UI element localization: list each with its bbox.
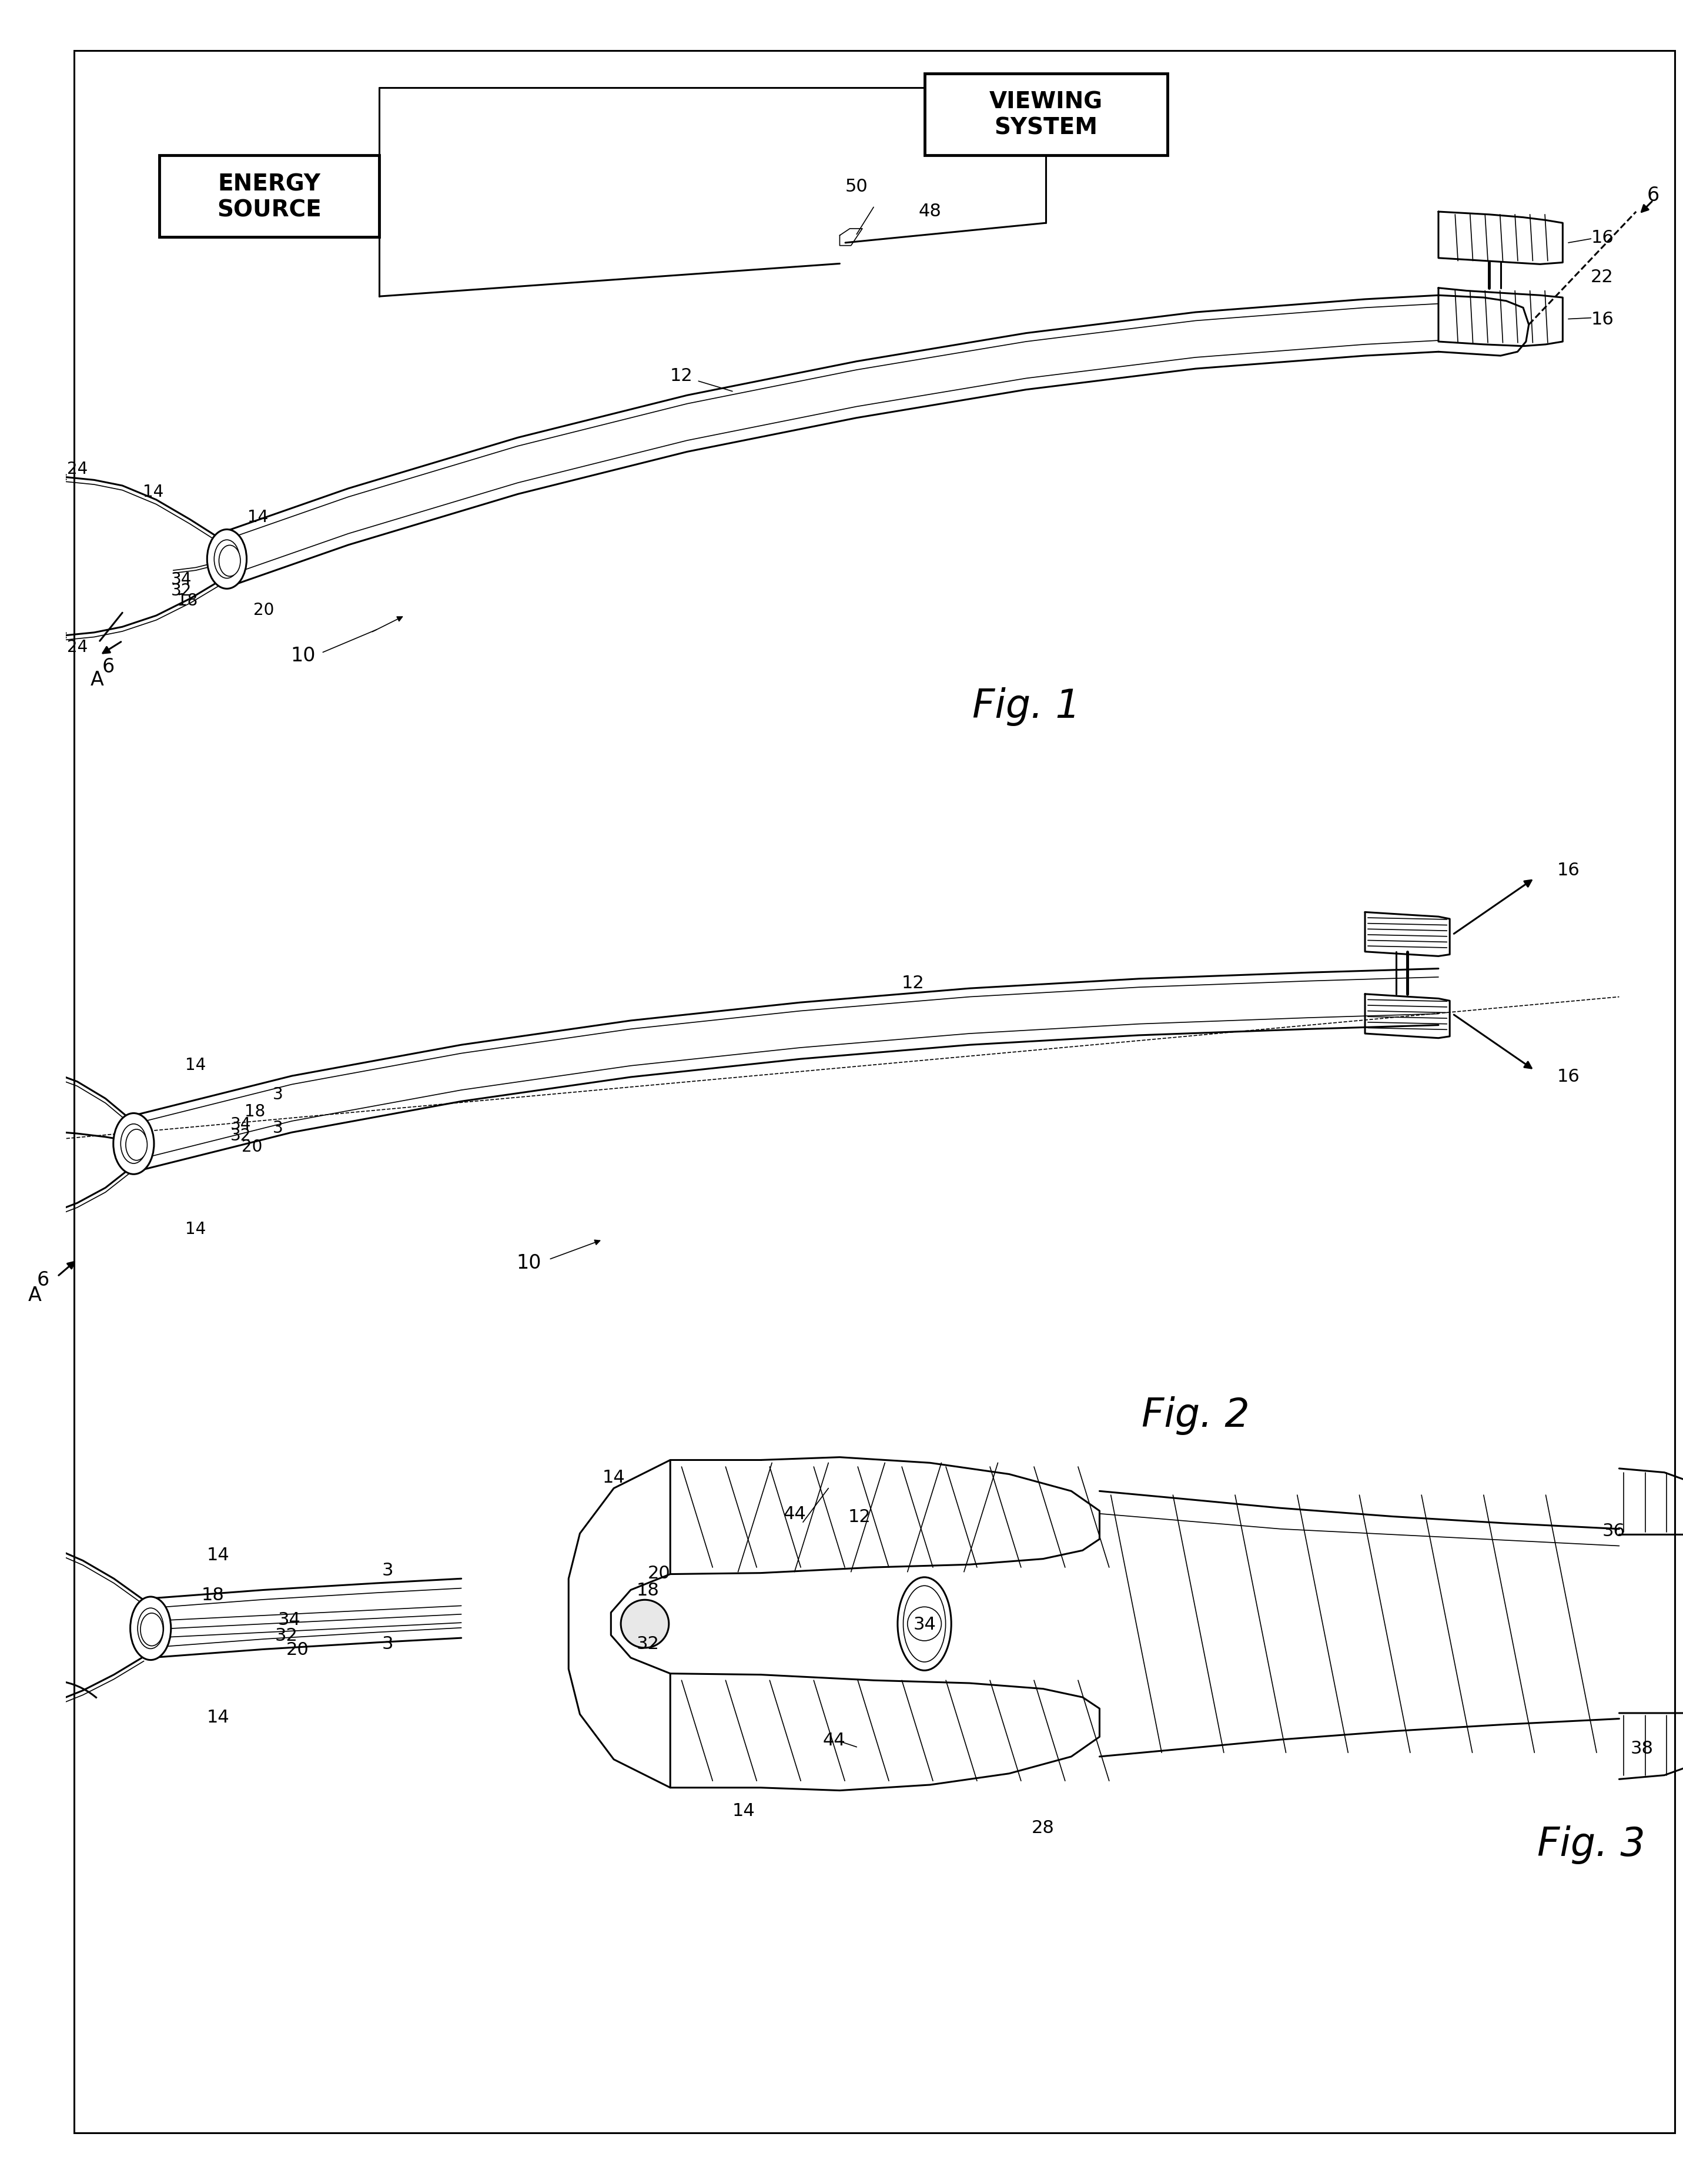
Text: 16: 16: [1557, 860, 1580, 878]
Text: 32: 32: [231, 1127, 251, 1144]
Text: 14: 14: [143, 483, 163, 500]
Text: A: A: [91, 670, 104, 690]
Text: ENERGY
SOURCE: ENERGY SOURCE: [217, 173, 321, 221]
Text: 14: 14: [207, 1546, 231, 1564]
Text: 24: 24: [67, 638, 88, 655]
Text: 20: 20: [286, 1640, 310, 1658]
Text: 12: 12: [848, 1509, 870, 1524]
Text: 3: 3: [273, 1085, 283, 1103]
Ellipse shape: [140, 1614, 163, 1647]
Text: 16: 16: [1590, 229, 1614, 247]
Text: 32: 32: [274, 1627, 298, 1645]
Text: 10: 10: [291, 646, 316, 666]
Text: A: A: [29, 1286, 42, 1306]
Text: 14: 14: [603, 1468, 624, 1485]
Text: 3: 3: [382, 1636, 394, 1653]
Text: Fig. 1: Fig. 1: [973, 688, 1080, 725]
Ellipse shape: [130, 1597, 172, 1660]
Ellipse shape: [214, 539, 239, 579]
Text: 34: 34: [912, 1616, 936, 1631]
Text: 14: 14: [185, 1221, 205, 1236]
Ellipse shape: [113, 1114, 155, 1175]
Text: VIEWING
SYSTEM: VIEWING SYSTEM: [990, 92, 1102, 140]
Ellipse shape: [904, 1586, 946, 1662]
Ellipse shape: [621, 1601, 668, 1649]
Text: 34: 34: [231, 1116, 251, 1133]
Text: 6: 6: [103, 657, 114, 677]
Text: 14: 14: [732, 1802, 756, 1819]
Text: 3: 3: [273, 1120, 283, 1136]
Text: 6: 6: [37, 1269, 49, 1289]
Bar: [160, 155, 379, 238]
Text: 14: 14: [247, 509, 268, 526]
Text: 32: 32: [636, 1636, 660, 1653]
Text: Fig. 2: Fig. 2: [1141, 1396, 1249, 1435]
Text: 34: 34: [172, 570, 192, 587]
Text: 24: 24: [67, 461, 88, 478]
Text: Fig. 3: Fig. 3: [1537, 1826, 1644, 1863]
Ellipse shape: [126, 1129, 146, 1160]
Ellipse shape: [138, 1607, 163, 1649]
Text: 36: 36: [1602, 1522, 1626, 1540]
Text: 34: 34: [278, 1612, 301, 1627]
Text: 18: 18: [636, 1581, 660, 1599]
Bar: [924, 74, 1168, 155]
Text: 14: 14: [185, 1057, 205, 1072]
Text: 6: 6: [1648, 186, 1659, 205]
Text: 18: 18: [177, 592, 197, 609]
Text: 32: 32: [172, 583, 192, 598]
Text: 12: 12: [902, 974, 924, 992]
Text: 10: 10: [517, 1254, 542, 1273]
Ellipse shape: [897, 1577, 951, 1671]
Text: 16: 16: [1590, 310, 1614, 328]
Text: 20: 20: [242, 1138, 263, 1155]
Text: 20: 20: [648, 1564, 670, 1581]
Text: 44: 44: [823, 1732, 845, 1747]
Text: 48: 48: [919, 203, 941, 221]
Text: 12: 12: [670, 367, 693, 384]
Text: 28: 28: [1032, 1819, 1055, 1837]
Text: 44: 44: [783, 1505, 806, 1522]
Text: 22: 22: [1590, 269, 1614, 286]
Text: 16: 16: [1557, 1068, 1580, 1085]
Text: 38: 38: [1631, 1741, 1653, 1756]
Ellipse shape: [207, 531, 247, 590]
Text: 14: 14: [207, 1708, 231, 1725]
Text: 18: 18: [244, 1103, 266, 1120]
Text: 50: 50: [845, 179, 868, 194]
Ellipse shape: [121, 1125, 146, 1164]
Text: 3: 3: [382, 1562, 394, 1579]
Text: 20: 20: [252, 603, 274, 618]
Text: 18: 18: [202, 1586, 224, 1603]
Ellipse shape: [219, 546, 241, 577]
